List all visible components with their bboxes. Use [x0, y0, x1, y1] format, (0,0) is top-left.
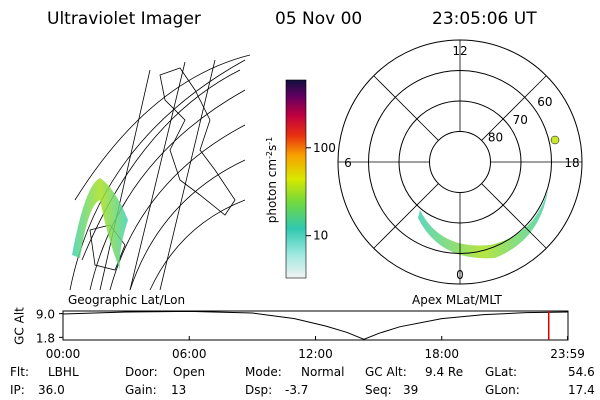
- mlt-line: [373, 183, 439, 249]
- info-label: Flt:: [10, 365, 29, 379]
- y-tick-label: 9.0: [36, 308, 55, 322]
- altitude-line: [62, 310, 568, 340]
- info-value: Normal: [301, 365, 344, 379]
- info-label: Mode:: [245, 365, 282, 379]
- info-label: Door:: [125, 365, 158, 379]
- left-caption: Geographic Lat/Lon: [68, 293, 185, 307]
- mlt-label: 12: [452, 44, 467, 58]
- x-tick-label: 06:00: [172, 347, 207, 361]
- x-tick-label: 00:00: [46, 347, 81, 361]
- info-value: 39: [403, 383, 418, 397]
- info-value: LBHL: [48, 365, 79, 379]
- colorbar-tick-label: 100: [313, 141, 336, 155]
- colorbar: [285, 79, 307, 279]
- info-value: -3.7: [285, 383, 308, 397]
- y-tick-label: 1.8: [36, 331, 55, 345]
- mlt-label: 0: [456, 268, 464, 282]
- altitude-frame: [62, 310, 569, 341]
- info-value: 9.4 Re: [425, 365, 463, 379]
- info-value: 54.6: [568, 365, 595, 379]
- polar-aurora: [418, 190, 548, 259]
- mlt-line: [481, 183, 547, 249]
- info-value: Open: [173, 365, 205, 379]
- unit-1: photon cm: [265, 159, 279, 223]
- info-value: 36.0: [38, 383, 65, 397]
- mlt-label: 18: [564, 156, 579, 170]
- info-value: 17.4: [568, 383, 595, 397]
- altitude-ylabel: GC Alt: [13, 307, 27, 345]
- info-label: GC Alt:: [365, 365, 407, 379]
- latitude-label: 80: [488, 131, 503, 145]
- geo-image: [69, 54, 251, 291]
- info-label: Gain:: [125, 383, 157, 397]
- info-label: IP:: [10, 383, 25, 397]
- info-label: GLat:: [485, 365, 517, 379]
- info-value: 13: [171, 383, 186, 397]
- mlt-line: [373, 75, 439, 141]
- latitude-label: 60: [537, 95, 552, 109]
- exp-2: -1: [265, 137, 274, 145]
- latitude-circle: [429, 131, 491, 193]
- mlt-label: 6: [344, 156, 352, 170]
- mlt-line: [481, 75, 547, 141]
- time: 23:05:06 UT: [432, 9, 537, 29]
- geo-aurora: [72, 178, 128, 270]
- colorbar-label: photon cm-2s-1: [265, 137, 279, 224]
- x-tick-label: 12:00: [298, 347, 333, 361]
- colorbar-tick-label: 10: [313, 229, 328, 243]
- polar-spot: [550, 135, 560, 145]
- date: 05 Nov 00: [275, 9, 362, 29]
- info-label: Dsp:: [245, 383, 272, 397]
- unit-2: s: [265, 145, 279, 151]
- info-label: GLon:: [485, 383, 520, 397]
- latitude-label: 70: [513, 113, 528, 127]
- info-label: Seq:: [365, 383, 392, 397]
- title: Ultraviolet Imager: [47, 9, 201, 29]
- x-tick-label: 18:00: [424, 347, 459, 361]
- x-tick-label: 23:59: [550, 347, 585, 361]
- right-caption: Apex MLat/MLT: [412, 293, 502, 307]
- exp-1: -2: [265, 151, 274, 159]
